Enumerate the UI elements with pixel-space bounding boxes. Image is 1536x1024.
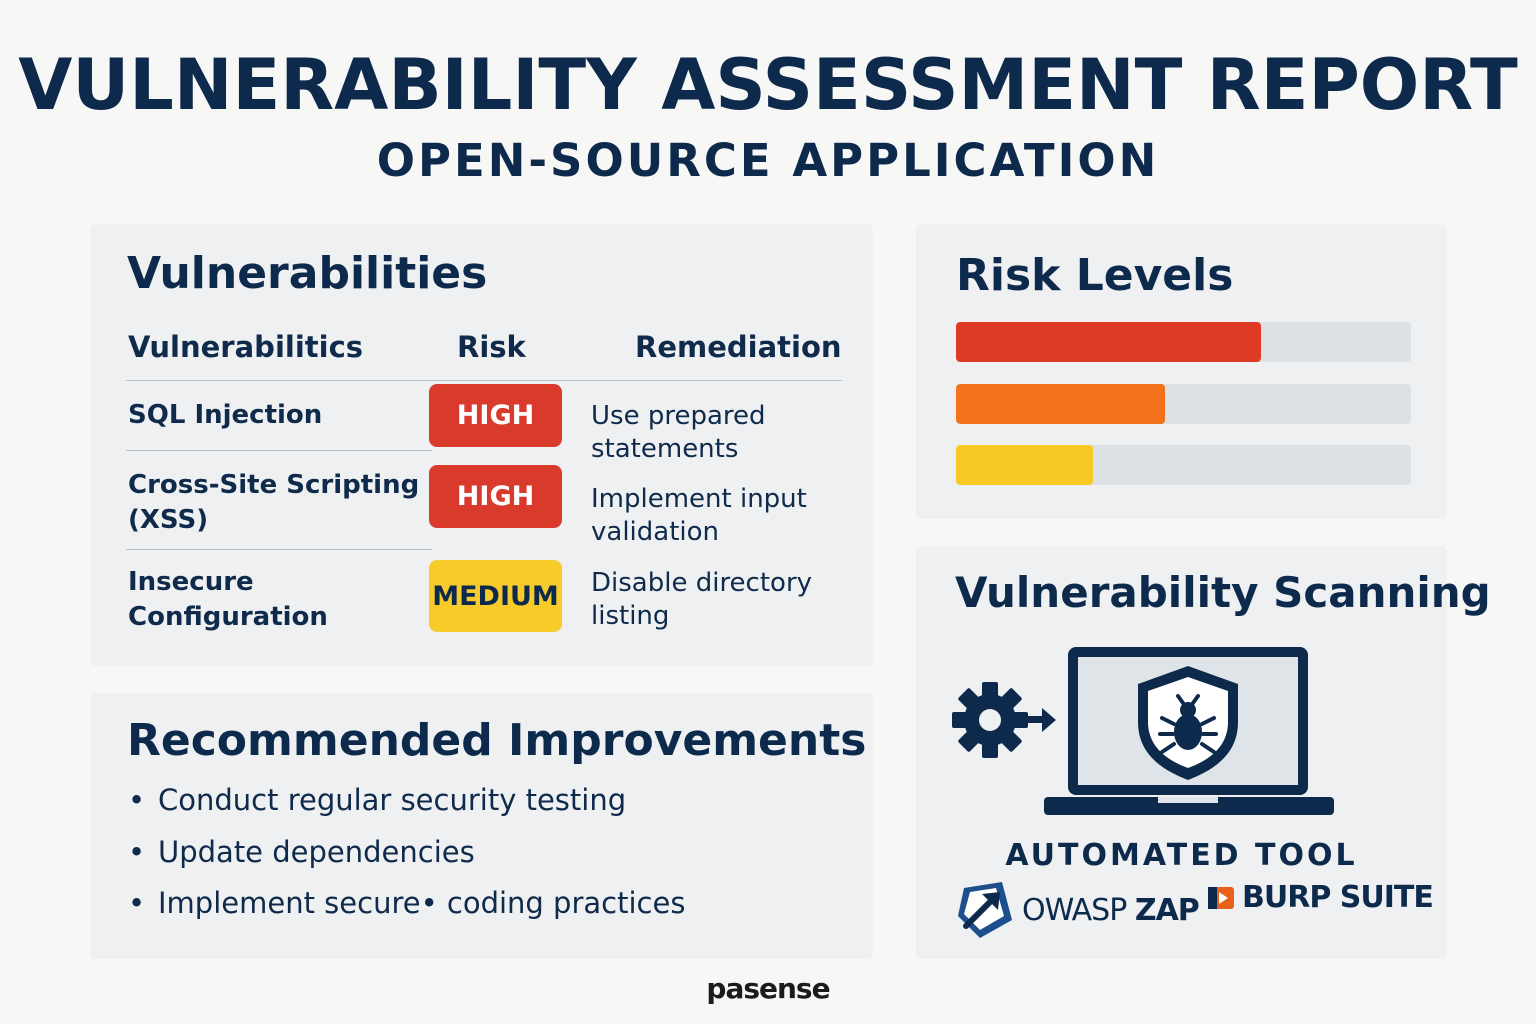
column-header-risk: Risk — [457, 330, 526, 364]
risk-bar-fill — [956, 445, 1093, 485]
owasp-zap-brand: OWASP ZAP — [954, 880, 1200, 940]
list-item: • Implement secure• coding practices — [128, 886, 686, 920]
report-subtitle: OPEN-SOURCE APPLICATION — [376, 134, 1160, 187]
column-header-remediation: Remediation — [635, 330, 842, 364]
risk-bar-high — [956, 322, 1411, 362]
improvements-card: Recommended Improvements • Conduct regula… — [90, 693, 873, 959]
table-divider — [126, 450, 432, 451]
risk-bar-medium — [956, 384, 1411, 424]
risk-badge-high: HIGH — [429, 465, 562, 528]
vulnerability-name: Cross-Site Scripting (XSS) — [128, 470, 420, 535]
remediation-text: Use prepared statements — [591, 401, 766, 464]
gear-icon — [952, 682, 1056, 758]
scanning-heading: Vulnerability Scanning — [955, 568, 1491, 617]
risk-bar-fill — [956, 384, 1166, 424]
risk-levels-heading: Risk Levels — [956, 250, 1234, 301]
risk-levels-card: Risk Levels — [916, 224, 1447, 519]
laptop-icon — [1044, 647, 1334, 815]
list-item: • Conduct regular security testing — [128, 783, 627, 817]
risk-badge-high: HIGH — [429, 384, 562, 447]
table-divider — [126, 380, 842, 381]
improvements-heading: Recommended Improvements — [127, 715, 867, 766]
remediation-text: Disable directory listing — [591, 568, 813, 631]
table-divider — [126, 549, 432, 550]
burp-suite-brand: BURP SUITE — [1206, 880, 1434, 915]
risk-bar-fill — [956, 322, 1261, 362]
list-item: • Update dependencies — [128, 835, 475, 869]
footer-brand: pasense — [706, 972, 830, 1005]
vulnerabilities-card: Vulnerabilities Vulnerabilitics Risk Rem… — [90, 224, 873, 666]
report-title: VULNERABILITY ASSESSMENT REPORT — [18, 44, 1518, 126]
remediation-text: Implement input validation — [591, 484, 807, 547]
risk-bar-low — [956, 445, 1411, 485]
shield-bug-icon — [1138, 666, 1238, 780]
risk-badge-medium: MEDIUM — [429, 560, 562, 632]
burp-suite-logo-icon — [1208, 886, 1234, 909]
vulnerability-name: Insecure Configuration — [128, 567, 328, 632]
column-header-vulnerability: Vulnerabilitics — [128, 330, 364, 364]
vulnerabilities-heading: Vulnerabilities — [127, 248, 488, 299]
vulnerability-name: SQL Injection — [128, 400, 323, 430]
arrow-right-icon — [1024, 708, 1056, 732]
scanning-card: Vulnerability Scanning — [916, 546, 1491, 959]
owasp-zap-logo-icon — [958, 882, 1012, 938]
automated-tool-label: AUTOMATED TOOL — [1005, 838, 1358, 873]
